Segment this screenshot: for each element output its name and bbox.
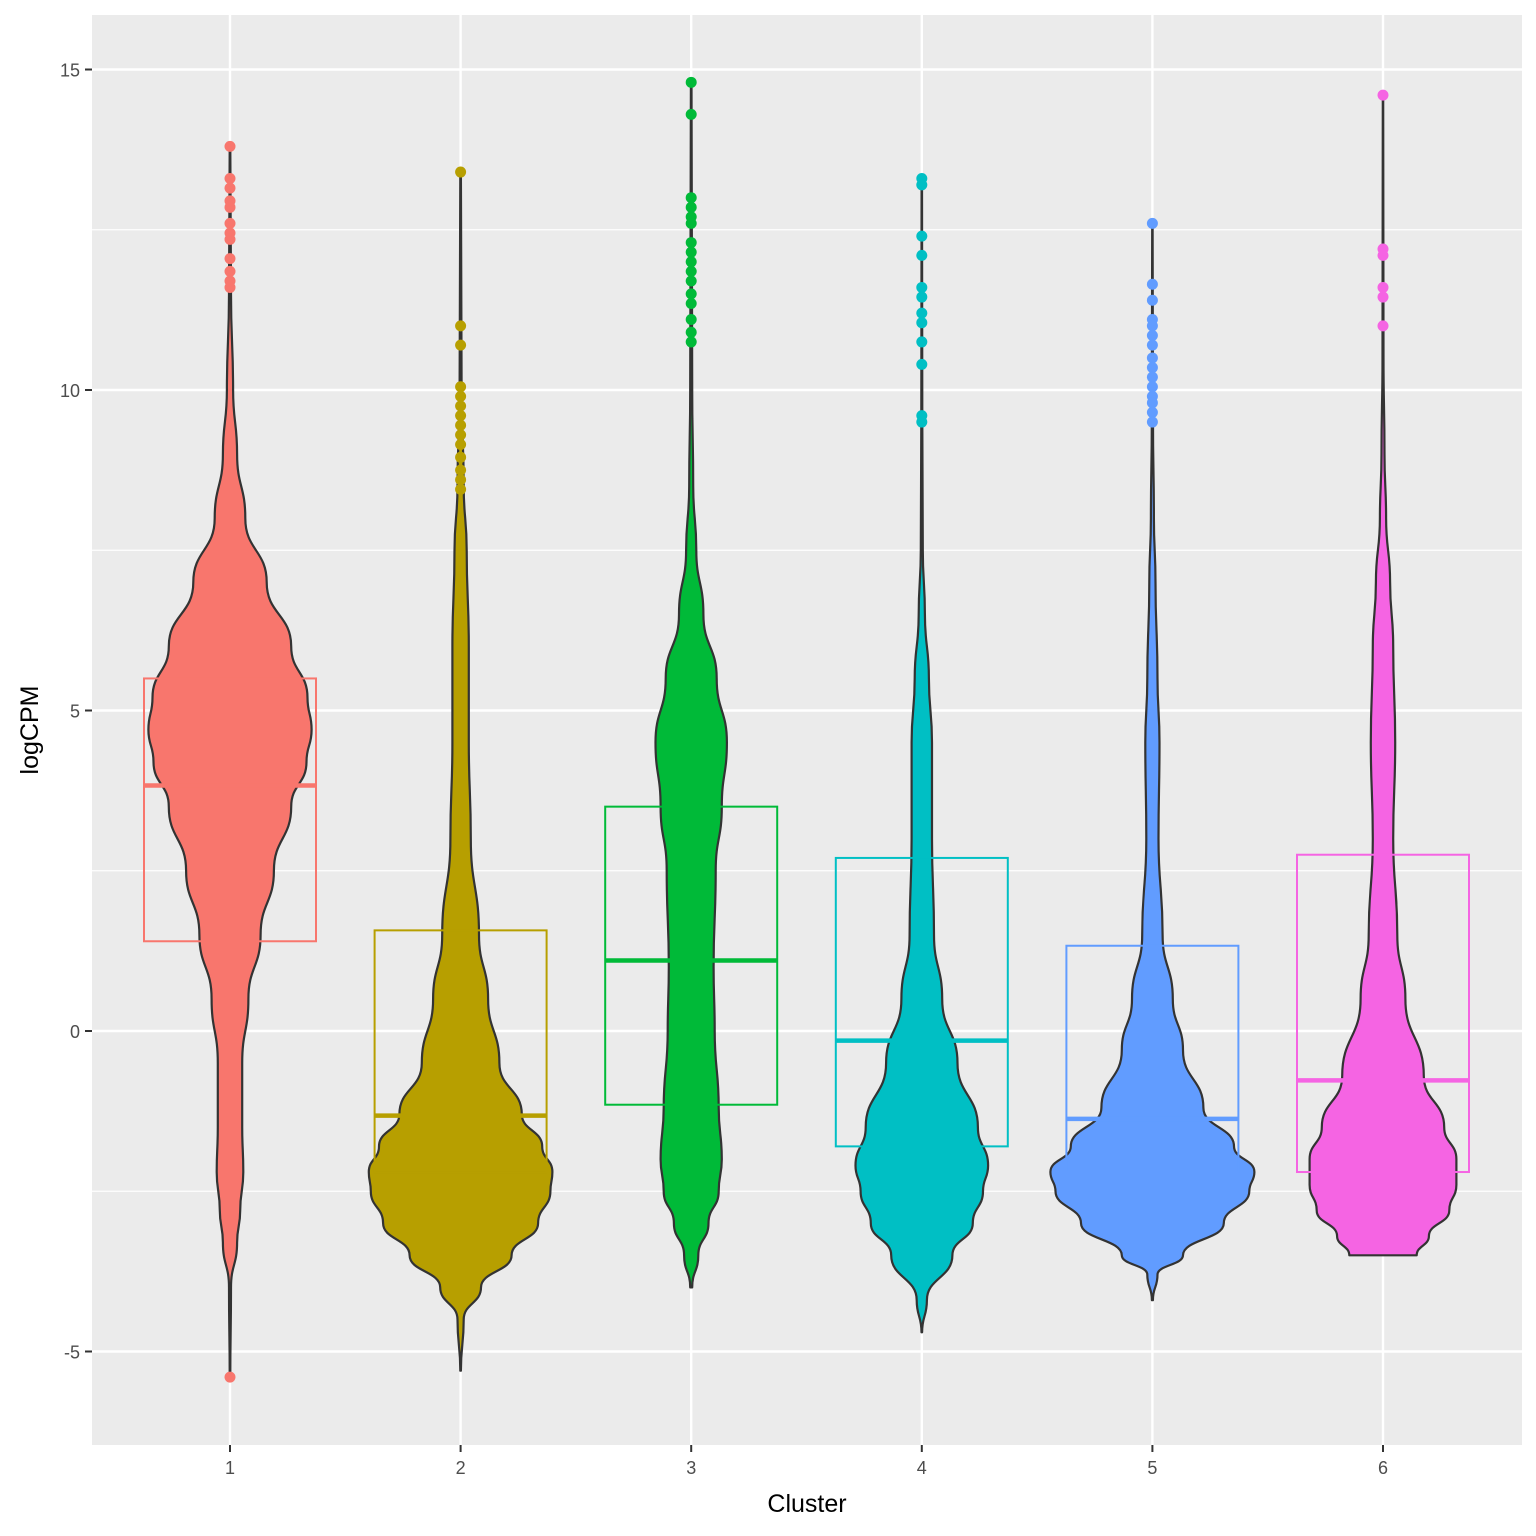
outlier-point [916, 416, 928, 428]
outlier-point [1146, 362, 1158, 374]
outlier-point [1146, 278, 1158, 290]
outlier-point [224, 182, 236, 194]
outlier-point [685, 217, 697, 229]
outlier-point [455, 451, 467, 463]
outlier-point [685, 108, 697, 120]
outlier-point [455, 390, 467, 402]
outlier-point [1146, 330, 1158, 342]
outlier-point [455, 339, 467, 351]
outlier-point [224, 265, 236, 277]
x-tick-label: 4 [917, 1458, 927, 1478]
outlier-point [455, 419, 467, 431]
outlier-point [685, 326, 697, 338]
y-tick-label: 5 [70, 702, 80, 722]
outlier-point [685, 256, 697, 268]
outlier-point [1146, 217, 1158, 229]
x-tick-label: 5 [1147, 1458, 1157, 1478]
box-cluster-6 [1296, 853, 1470, 1174]
outlier-point [916, 230, 928, 242]
outlier-point [455, 474, 467, 486]
outlier-point [1377, 281, 1389, 293]
violins [147, 81, 1458, 1379]
outlier-point [685, 201, 697, 213]
outlier-point [1377, 89, 1389, 101]
outlier-point [224, 217, 236, 229]
y-axis-title: logCPM [16, 686, 44, 775]
outlier-point [1146, 416, 1158, 428]
outlier-point [685, 313, 697, 325]
outlier-point [685, 336, 697, 348]
outlier-point [455, 429, 467, 441]
outlier-point [1146, 371, 1158, 383]
y-tick-label: 15 [60, 61, 80, 81]
outlier-point [455, 438, 467, 450]
plot-panel [92, 15, 1522, 1445]
outlier-point [685, 275, 697, 287]
box-cluster-5 [1065, 944, 1240, 1174]
outlier-point [1146, 320, 1158, 332]
box-cluster-1 [143, 677, 317, 943]
y-tick-label: -5 [64, 1343, 80, 1363]
x-tick-label: 1 [225, 1458, 235, 1478]
outlier-point [1377, 249, 1389, 261]
x-tick-label: 3 [686, 1458, 696, 1478]
x-tick-label: 2 [456, 1458, 466, 1478]
outlier-point [685, 288, 697, 300]
box-cluster-2 [373, 929, 548, 1174]
outlier-point [455, 400, 467, 412]
outlier-point [916, 281, 928, 293]
outlier-point [224, 140, 236, 152]
outlier-point [685, 192, 697, 204]
outlier-point [685, 297, 697, 309]
outlier-point [224, 172, 236, 184]
outlier-point [455, 166, 467, 178]
outlier-point [916, 291, 928, 303]
box-cluster-4 [834, 856, 1009, 1148]
outlier-point [685, 265, 697, 277]
outlier-point [1146, 352, 1158, 364]
outlier-point [224, 1371, 236, 1383]
boxes [143, 677, 1470, 1174]
outlier-point [224, 201, 236, 213]
outlier-point [1146, 339, 1158, 351]
outlier-point [1377, 291, 1389, 303]
outlier-point [455, 320, 467, 332]
outlier-point [1146, 294, 1158, 306]
x-tick-label: 6 [1378, 1458, 1388, 1478]
outlier-point [916, 179, 928, 191]
outlier-point [455, 381, 467, 393]
outlier-point [916, 307, 928, 319]
outlier-point [224, 253, 236, 265]
outlier-point [455, 410, 467, 422]
outlier-point [916, 336, 928, 348]
outliers [224, 76, 1389, 1383]
outlier-point [1146, 406, 1158, 418]
box-cluster-3 [604, 805, 779, 1106]
outlier-point [916, 317, 928, 329]
outlier-point [455, 483, 467, 495]
outlier-point [916, 249, 928, 261]
outlier-point [1377, 320, 1389, 332]
outlier-point [455, 464, 467, 476]
outlier-point [685, 237, 697, 249]
axes: -5 0 5 10 15 1 2 3 4 5 6 [60, 61, 1388, 1479]
outlier-point [224, 281, 236, 293]
outlier-point [1146, 397, 1158, 409]
outlier-point [685, 76, 697, 88]
x-axis-title: Cluster [767, 1490, 846, 1518]
outlier-point [1146, 381, 1158, 393]
y-tick-label: 10 [60, 381, 80, 401]
outlier-point [224, 233, 236, 245]
y-tick-label: 0 [70, 1022, 80, 1042]
outlier-point [685, 246, 697, 258]
outlier-point [916, 358, 928, 370]
